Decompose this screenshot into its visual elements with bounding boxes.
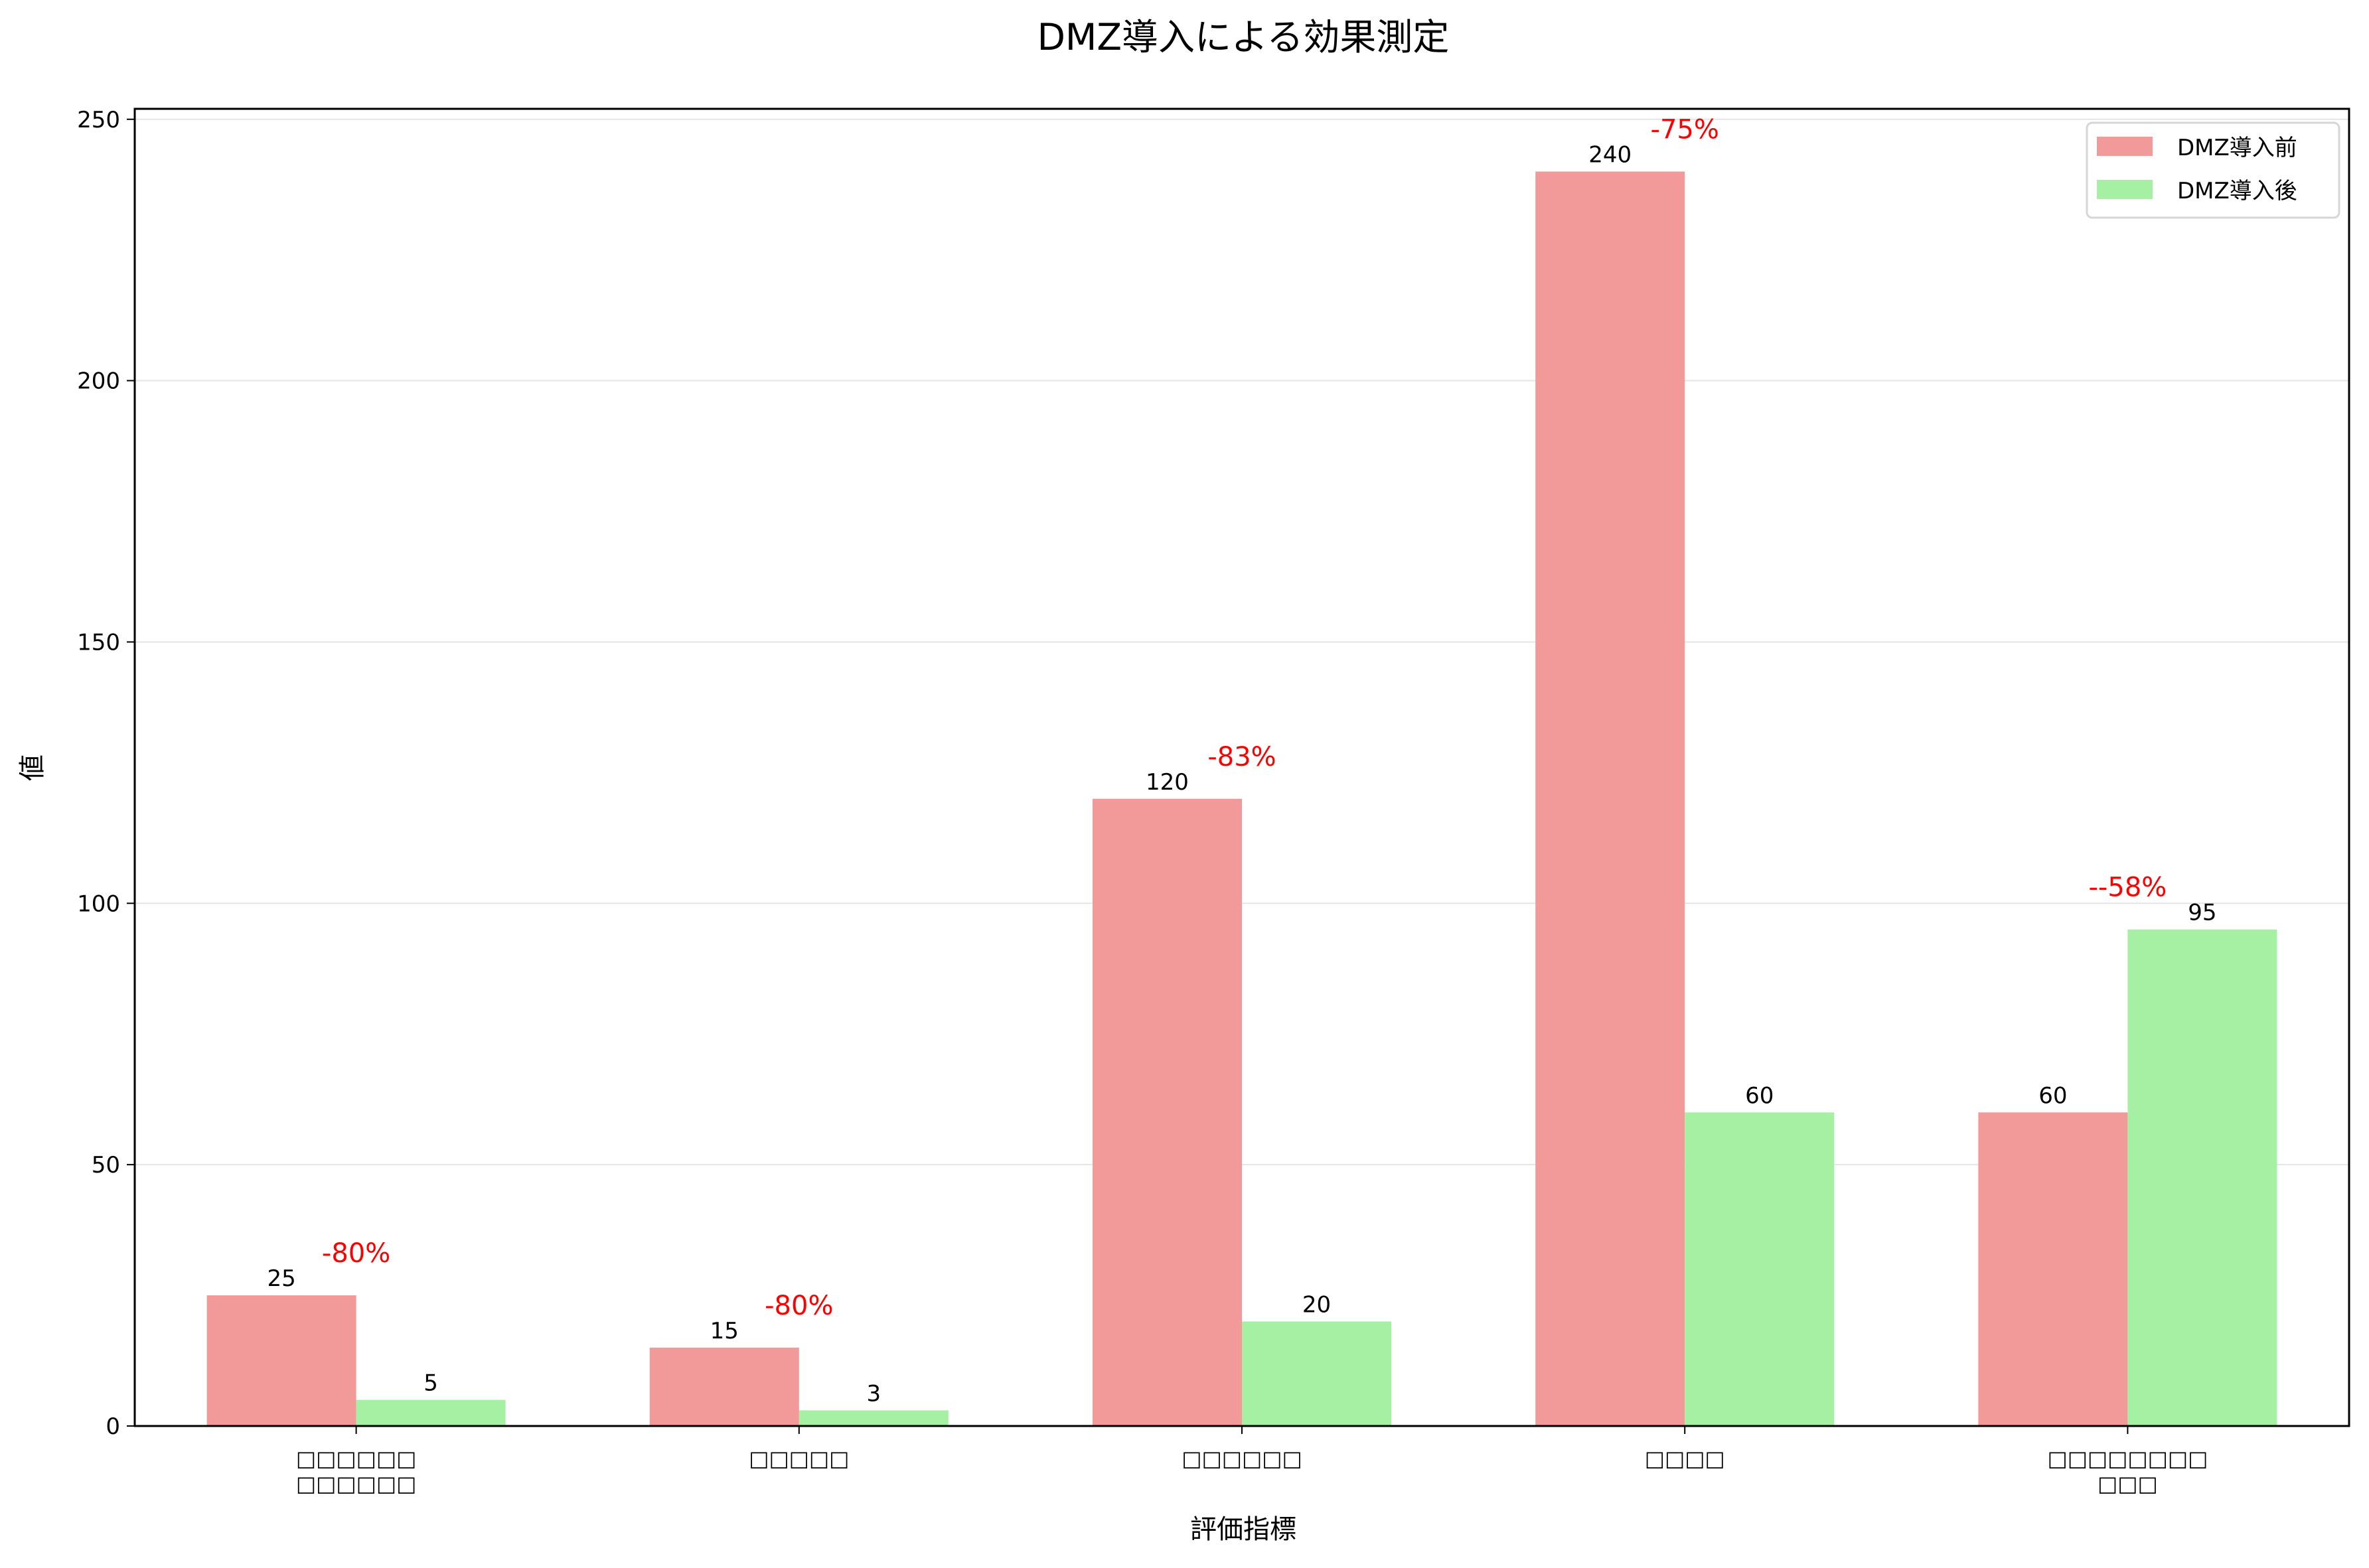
change-percent-label: -80% [765, 1291, 833, 1321]
x-tick-label: □□□□ [1645, 1446, 1725, 1471]
y-tick-label: 0 [106, 1413, 120, 1440]
bar-value-label: 240 [1588, 142, 1632, 169]
legend-label-before: DMZ導入前 [2177, 135, 2297, 161]
bar-before [649, 1347, 799, 1426]
bar-value-label: 3 [866, 1380, 881, 1407]
x-tick-label: □□□□□ [749, 1446, 849, 1471]
change-percent-label: -75% [1651, 115, 1719, 145]
bar-value-label: 95 [2188, 900, 2216, 926]
bar-before [1978, 1112, 2128, 1426]
legend-swatch-after [2097, 180, 2153, 199]
chart-title: DMZ導入による効果測定 [1037, 16, 1450, 58]
change-percent-label: -80% [322, 1238, 390, 1269]
bar-value-label: 5 [423, 1370, 438, 1397]
y-tick-label: 150 [77, 629, 120, 656]
bar-before [1093, 798, 1242, 1426]
x-tick-label: □□□□□□ [296, 1471, 416, 1496]
bar-value-label: 120 [1146, 769, 1189, 796]
x-tick-label: □□□□□□□□ [2047, 1446, 2208, 1471]
y-tick-label: 50 [92, 1152, 120, 1178]
y-axis-label: 値 [17, 754, 48, 781]
bar-after [1685, 1112, 1835, 1426]
bar-value-label: 25 [267, 1265, 295, 1292]
change-percent-label: -83% [1207, 742, 1276, 772]
x-tick-label: □□□□□□ [1182, 1446, 1302, 1471]
y-tick-label: 100 [77, 891, 120, 917]
bar-after [356, 1399, 506, 1426]
x-tick-label: □□□□□□ [296, 1446, 416, 1471]
bar-after [2127, 929, 2277, 1426]
bar-after [1242, 1321, 1391, 1426]
legend-swatch-before [2097, 137, 2153, 156]
bar-value-label: 60 [1745, 1082, 1774, 1109]
legend: DMZ導入前 DMZ導入後 [2086, 121, 2340, 219]
change-percent-label: --58% [2089, 873, 2167, 903]
x-axis-label: 評価指標 [1190, 1514, 1296, 1545]
bar-value-label: 20 [1302, 1291, 1331, 1318]
legend-label-after: DMZ導入後 [2177, 178, 2297, 204]
bar-value-label: 15 [710, 1318, 739, 1344]
bar-after [799, 1410, 949, 1426]
bar-before [1535, 171, 1685, 1426]
y-tick-label: 200 [77, 368, 120, 395]
bar-value-label: 60 [2038, 1082, 2067, 1109]
y-tick-label: 250 [77, 107, 120, 133]
bar-before [206, 1295, 356, 1426]
x-tick-label: □□□ [2098, 1471, 2158, 1496]
